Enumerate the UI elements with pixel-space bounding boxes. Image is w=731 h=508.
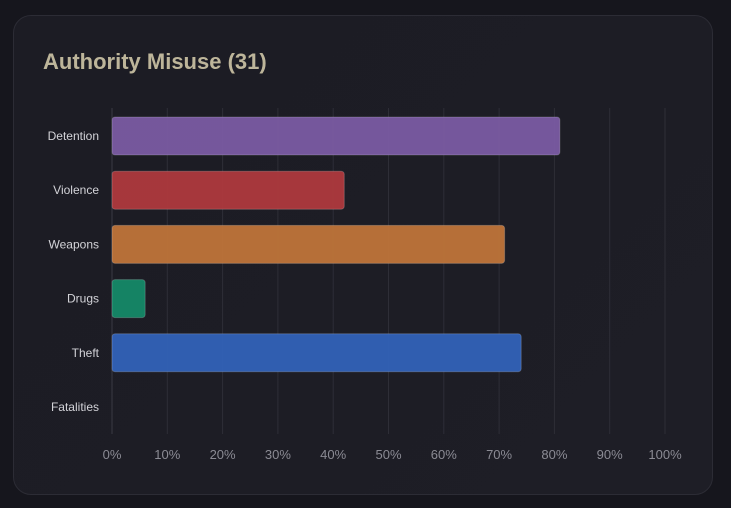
bar bbox=[111, 116, 561, 156]
x-tick-label: 90% bbox=[597, 447, 623, 462]
bar bbox=[111, 333, 522, 373]
bar bbox=[111, 170, 345, 210]
x-tick-label: 50% bbox=[375, 447, 401, 462]
category-label: Theft bbox=[72, 346, 100, 360]
x-tick-label: 60% bbox=[431, 447, 457, 462]
x-tick-label: 30% bbox=[265, 447, 291, 462]
x-tick-label: 10% bbox=[154, 447, 180, 462]
x-tick-label: 20% bbox=[210, 447, 236, 462]
category-label: Violence bbox=[53, 183, 99, 197]
x-tick-label: 70% bbox=[486, 447, 512, 462]
category-label: Drugs bbox=[67, 292, 99, 306]
x-tick-label: 100% bbox=[648, 447, 682, 462]
x-tick-label: 0% bbox=[103, 447, 122, 462]
category-label: Weapons bbox=[49, 237, 99, 251]
chart-title: Authority Misuse (31) bbox=[43, 49, 267, 74]
x-tick-label: 80% bbox=[541, 447, 567, 462]
bar bbox=[111, 224, 506, 264]
category-label: Detention bbox=[48, 129, 99, 143]
category-label: Fatalities bbox=[51, 400, 99, 414]
bar bbox=[111, 279, 146, 319]
x-tick-label: 40% bbox=[320, 447, 346, 462]
